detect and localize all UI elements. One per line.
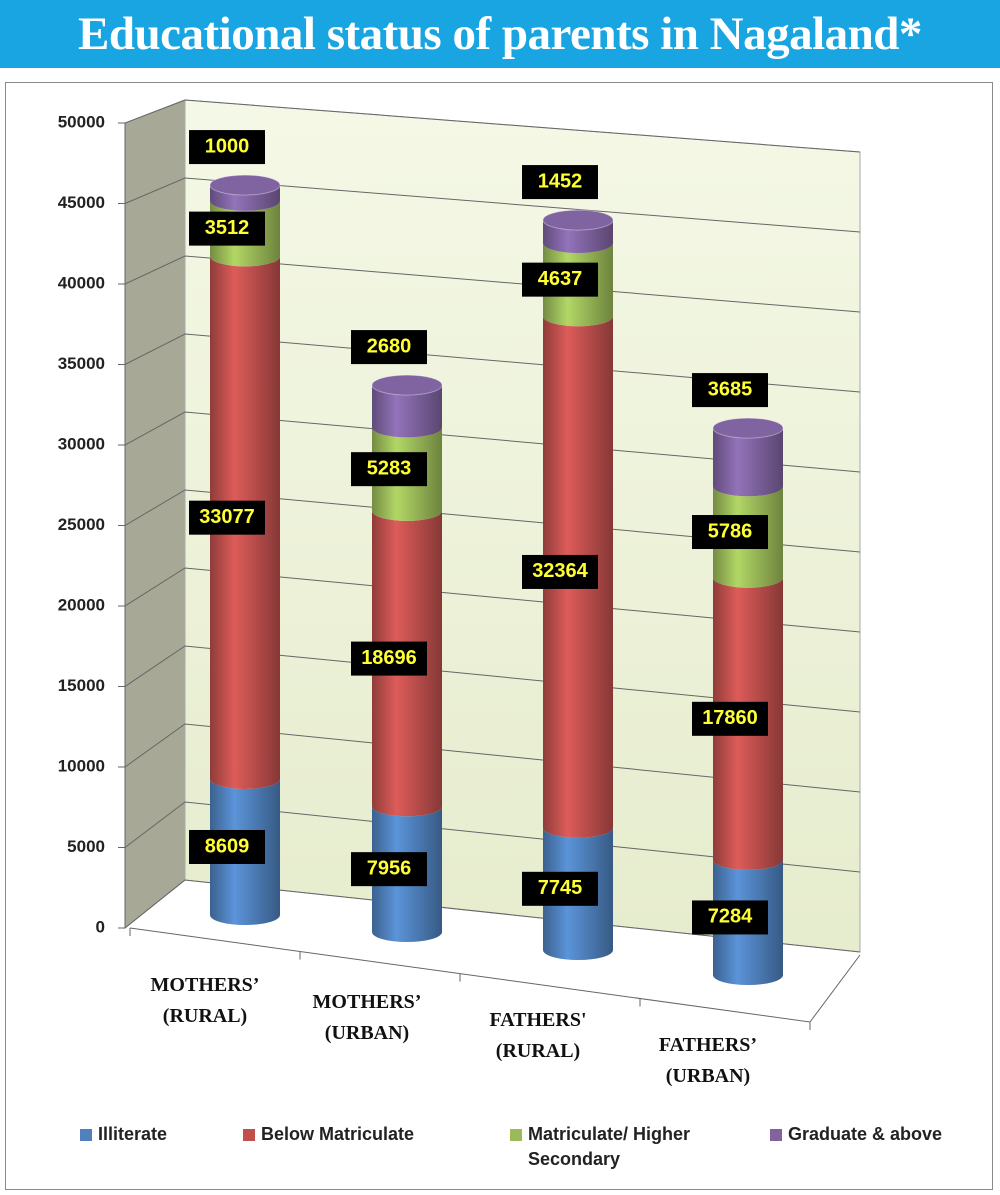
- value-label: 7745: [538, 877, 583, 899]
- legend-item: Illiterate: [80, 1122, 218, 1147]
- value-label: 5283: [367, 457, 412, 479]
- grid-line: [124, 99, 861, 153]
- y-tick-label: 15000: [58, 676, 105, 695]
- legend-swatch: [770, 1129, 782, 1141]
- value-label-box: [351, 852, 427, 887]
- y-tick-label: 5000: [67, 837, 105, 856]
- cylinder-top: [712, 417, 784, 439]
- y-tick-label: 20000: [58, 595, 105, 614]
- grid-line: [124, 177, 861, 233]
- grid-line: [124, 801, 861, 873]
- value-label: 3512: [205, 217, 250, 239]
- value-label: 2680: [367, 335, 412, 357]
- value-label: 1452: [538, 170, 583, 192]
- cylinder-segment: [713, 428, 783, 497]
- grid-line: [124, 567, 861, 633]
- y-tick-label: 35000: [58, 354, 105, 373]
- cylinder-top: [542, 209, 614, 231]
- cylinder-segment: [372, 385, 442, 438]
- chart-frame: [5, 82, 993, 1190]
- value-label-box: [351, 330, 427, 365]
- value-label-box: [189, 130, 265, 165]
- value-label-box: [692, 515, 768, 550]
- grid-line: [124, 645, 861, 713]
- legend-item: Matriculate/ Higher Secondary: [510, 1122, 718, 1172]
- legend-swatch: [243, 1129, 255, 1141]
- grid-line: [124, 723, 861, 793]
- x-tick-label: FATHERS’ (URBAN): [658, 1034, 758, 1087]
- grid-line: [124, 411, 861, 473]
- value-label-box: [692, 701, 768, 736]
- y-tick-label: 40000: [58, 273, 105, 292]
- value-label: 8609: [205, 835, 250, 857]
- value-label-box: [351, 641, 427, 676]
- value-label: 18696: [361, 647, 417, 669]
- y-tick-label: 50000: [58, 112, 105, 131]
- legend-item: Graduate & above: [770, 1122, 1000, 1147]
- value-label-box: [351, 452, 427, 487]
- y-tick-label: 25000: [58, 515, 105, 534]
- value-label: 5786: [708, 520, 753, 542]
- y-tick-label: 10000: [58, 756, 105, 775]
- value-label: 17860: [702, 707, 758, 729]
- value-label-box: [522, 165, 598, 200]
- grid-line: [124, 255, 861, 313]
- legend-swatch: [80, 1129, 92, 1141]
- cylinder-segment: [543, 220, 613, 254]
- y-tick-label: 45000: [58, 193, 105, 212]
- value-label-box: [522, 262, 598, 297]
- grid-line: [124, 879, 861, 953]
- value-label: 7956: [367, 857, 412, 879]
- chart-title: Educational status of parents in Nagalan…: [0, 0, 1000, 68]
- value-label: 1000: [205, 135, 250, 157]
- legend-swatch: [510, 1129, 522, 1141]
- y-tick-label: 30000: [58, 434, 105, 453]
- value-label: 7284: [708, 906, 753, 928]
- x-tick-label: FATHERS' (RURAL): [489, 1009, 587, 1062]
- value-label: 4637: [538, 268, 583, 290]
- cylinder-top: [209, 174, 281, 196]
- value-label-box: [189, 829, 265, 864]
- value-label: 32364: [532, 560, 588, 582]
- grid-line: [124, 489, 861, 553]
- side-wall: [124, 99, 186, 930]
- value-label-box: [692, 900, 768, 935]
- y-tick-label: 0: [96, 917, 105, 936]
- grid-line: [124, 333, 861, 393]
- value-label-box: [522, 871, 598, 906]
- value-label: 33077: [199, 506, 255, 528]
- value-label-box: [692, 373, 768, 408]
- cylinder-top: [371, 374, 443, 396]
- legend-item: Below Matriculate: [243, 1122, 501, 1147]
- cylinder-segment: [210, 185, 280, 211]
- value-label-box: [522, 554, 598, 589]
- value-label-box: [189, 211, 265, 246]
- x-tick-label: MOTHERS’ (RURAL): [150, 974, 260, 1027]
- value-label: 3685: [708, 378, 753, 400]
- value-label-box: [189, 500, 265, 535]
- x-tick-label: MOTHERS’ (URBAN): [312, 991, 422, 1044]
